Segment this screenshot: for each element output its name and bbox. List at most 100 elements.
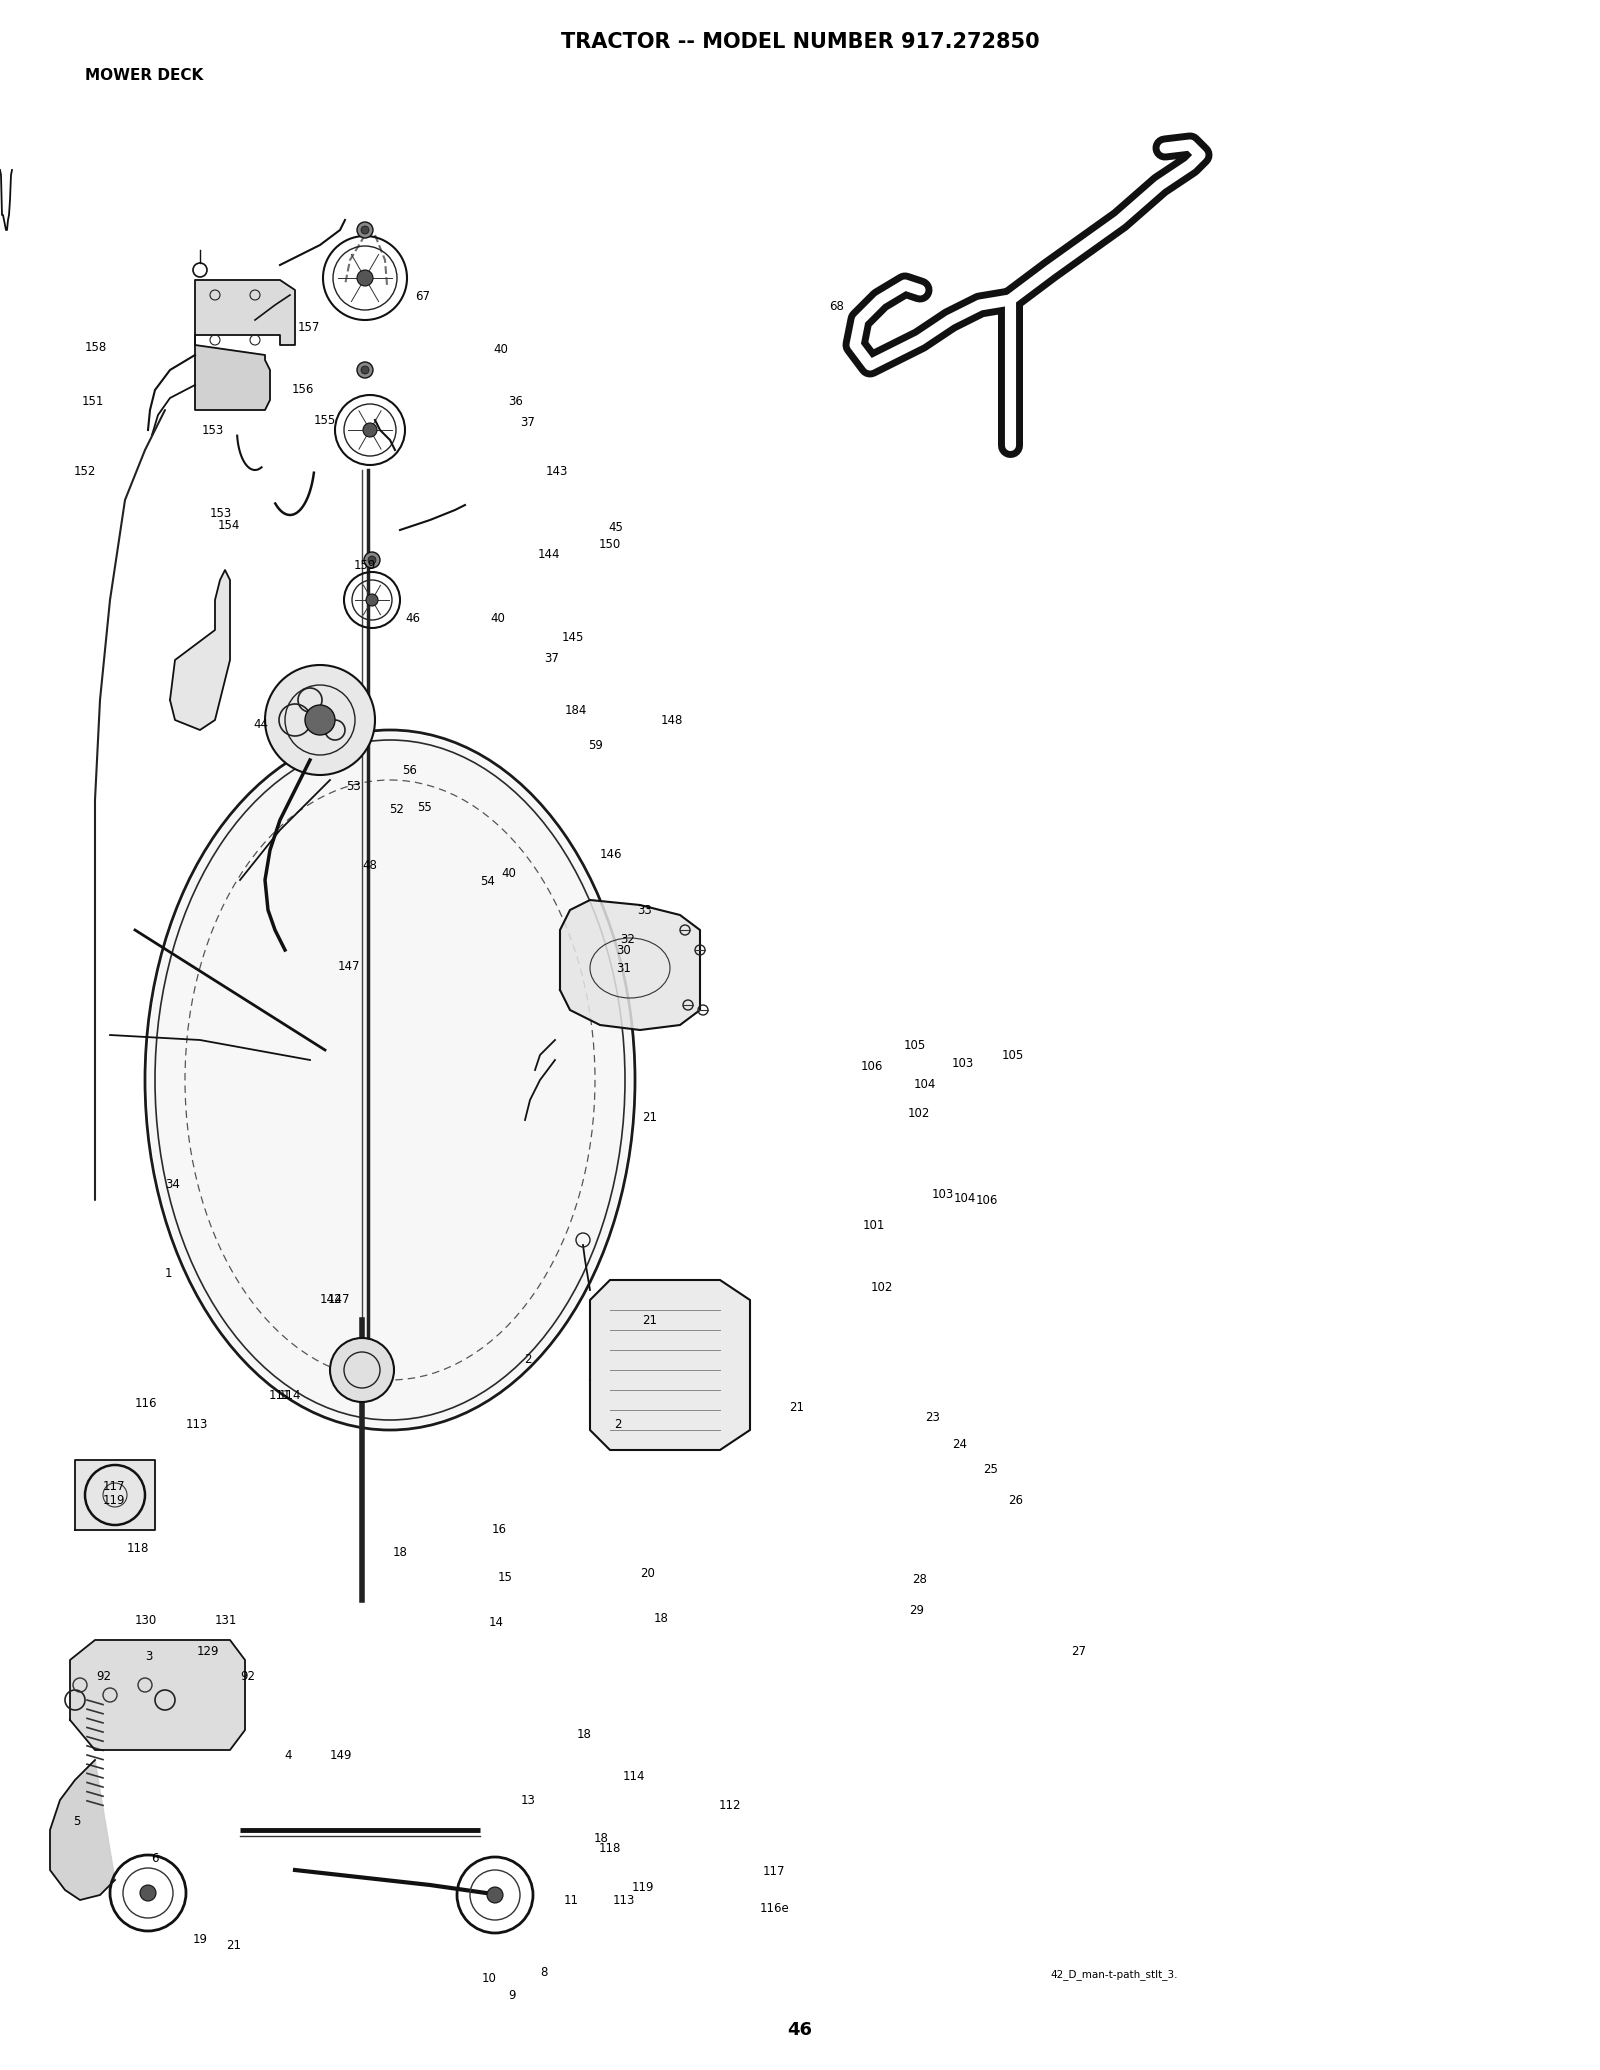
- Text: 23: 23: [925, 1412, 941, 1424]
- Text: 112: 112: [718, 1799, 741, 1811]
- Circle shape: [357, 221, 373, 238]
- Text: 151: 151: [82, 395, 104, 408]
- Text: 14: 14: [488, 1617, 504, 1629]
- Circle shape: [306, 706, 334, 735]
- Text: 184: 184: [565, 704, 587, 716]
- Text: 156: 156: [291, 383, 314, 395]
- Polygon shape: [590, 1279, 750, 1449]
- Text: 44: 44: [253, 718, 269, 731]
- Text: 26: 26: [1008, 1495, 1024, 1507]
- Text: 9: 9: [509, 1989, 515, 2002]
- Text: 25: 25: [982, 1463, 998, 1476]
- Text: 102: 102: [870, 1281, 893, 1294]
- Circle shape: [366, 594, 378, 607]
- Text: 27: 27: [1070, 1646, 1086, 1658]
- Circle shape: [363, 422, 378, 437]
- Text: 18: 18: [653, 1613, 669, 1625]
- Text: 29: 29: [909, 1604, 925, 1617]
- Circle shape: [486, 1888, 502, 1902]
- Text: 21: 21: [642, 1112, 658, 1124]
- Text: 147: 147: [328, 1294, 350, 1306]
- Text: 52: 52: [389, 803, 405, 816]
- Text: 144: 144: [538, 549, 560, 561]
- Text: 150: 150: [598, 538, 621, 551]
- Text: 11: 11: [563, 1894, 579, 1906]
- Text: 159: 159: [354, 559, 376, 571]
- Text: 21: 21: [642, 1314, 658, 1327]
- Text: 54: 54: [480, 876, 496, 888]
- Text: 118: 118: [126, 1542, 149, 1555]
- Text: 37: 37: [544, 652, 560, 664]
- Text: 15: 15: [498, 1571, 514, 1584]
- Circle shape: [141, 1886, 157, 1900]
- Text: 10: 10: [482, 1973, 498, 1985]
- Text: 155: 155: [314, 414, 336, 426]
- Text: 104: 104: [954, 1192, 976, 1205]
- Text: 143: 143: [546, 466, 568, 478]
- Text: 104: 104: [914, 1078, 936, 1091]
- Text: 158: 158: [85, 342, 107, 354]
- Text: 114: 114: [622, 1770, 645, 1782]
- Text: 56: 56: [402, 764, 418, 776]
- Text: 117: 117: [763, 1865, 786, 1877]
- Text: 147: 147: [338, 960, 360, 973]
- Text: 40: 40: [501, 867, 517, 880]
- Text: 148: 148: [661, 714, 683, 727]
- Circle shape: [357, 269, 373, 286]
- Text: 119: 119: [632, 1882, 654, 1894]
- Text: 153: 153: [210, 507, 232, 520]
- Text: 157: 157: [298, 321, 320, 333]
- Text: 19: 19: [192, 1933, 208, 1946]
- Text: 153: 153: [202, 424, 224, 437]
- Text: 5: 5: [74, 1815, 80, 1828]
- Text: 2: 2: [614, 1418, 621, 1430]
- Text: 46: 46: [787, 2020, 813, 2039]
- Text: 1: 1: [165, 1267, 171, 1279]
- Text: 131: 131: [214, 1615, 237, 1627]
- Polygon shape: [50, 1760, 115, 1900]
- Text: 116: 116: [134, 1397, 157, 1410]
- Text: 34: 34: [165, 1178, 181, 1190]
- Text: 32: 32: [619, 934, 635, 946]
- Text: 53: 53: [346, 780, 362, 793]
- Circle shape: [357, 362, 373, 379]
- Text: 59: 59: [587, 739, 603, 751]
- Polygon shape: [70, 1639, 245, 1749]
- Circle shape: [362, 226, 370, 234]
- Text: 16: 16: [491, 1524, 507, 1536]
- Text: 45: 45: [608, 522, 624, 534]
- Text: 36: 36: [507, 395, 523, 408]
- Text: 146: 146: [600, 849, 622, 861]
- Polygon shape: [170, 569, 230, 731]
- Text: 55: 55: [416, 801, 432, 814]
- Text: 18: 18: [392, 1546, 408, 1559]
- Text: 13: 13: [520, 1795, 536, 1807]
- Text: 24: 24: [952, 1439, 968, 1451]
- Text: 68: 68: [829, 300, 845, 313]
- Text: 130: 130: [134, 1615, 157, 1627]
- Text: 21: 21: [789, 1401, 805, 1414]
- Text: 20: 20: [640, 1567, 656, 1579]
- Text: 116e: 116e: [760, 1902, 789, 1915]
- Text: TRACTOR -- MODEL NUMBER 917.272850: TRACTOR -- MODEL NUMBER 917.272850: [560, 31, 1040, 52]
- Text: 142: 142: [320, 1294, 342, 1306]
- Text: 154: 154: [218, 520, 240, 532]
- Text: 106: 106: [976, 1194, 998, 1207]
- Circle shape: [266, 664, 374, 774]
- Ellipse shape: [147, 733, 632, 1428]
- Text: 42_D_man-t-path_stlt_3.: 42_D_man-t-path_stlt_3.: [1050, 1969, 1178, 1981]
- Text: 102: 102: [907, 1107, 930, 1120]
- Text: 18: 18: [594, 1832, 610, 1844]
- Text: 105: 105: [1002, 1049, 1024, 1062]
- Text: 106: 106: [861, 1060, 883, 1072]
- Text: 129: 129: [197, 1646, 219, 1658]
- Circle shape: [330, 1337, 394, 1401]
- Text: 113: 113: [186, 1418, 208, 1430]
- Text: 6: 6: [152, 1853, 158, 1865]
- Text: 114: 114: [278, 1389, 301, 1401]
- Text: 101: 101: [862, 1219, 885, 1232]
- Text: 48: 48: [362, 859, 378, 871]
- Polygon shape: [75, 1459, 155, 1530]
- Text: 31: 31: [616, 963, 632, 975]
- Text: 37: 37: [520, 416, 536, 428]
